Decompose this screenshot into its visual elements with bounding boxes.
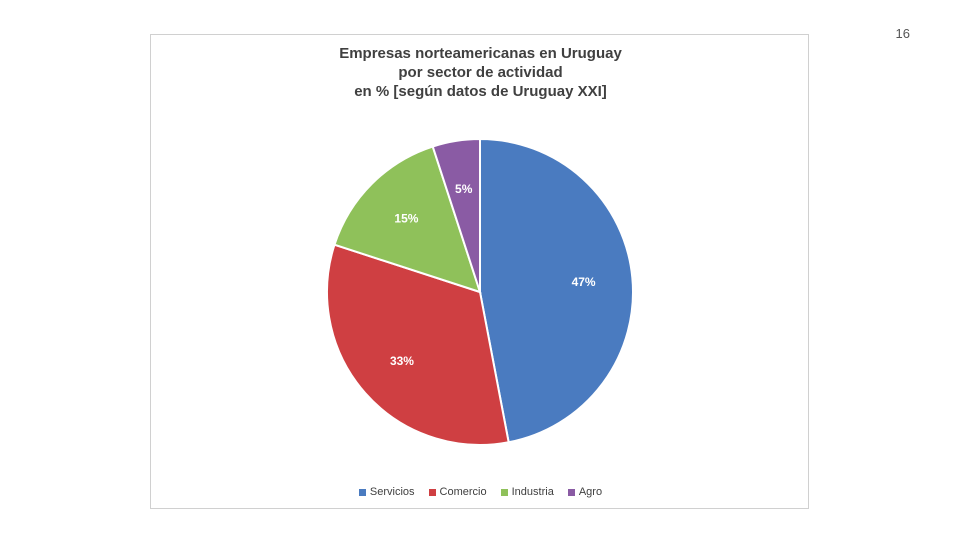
- legend-item-comercio: Comercio: [428, 486, 487, 498]
- legend-swatch-comercio: [428, 488, 436, 496]
- data-label-industria: 15%: [394, 211, 418, 225]
- legend-item-servicios: Servicios: [358, 486, 415, 498]
- legend-swatch-servicios: [358, 488, 366, 496]
- legend-label-comercio: Comercio: [439, 486, 487, 498]
- chart-area: Empresas norteamericanas en Uruguay por …: [150, 34, 809, 509]
- pie-chart: 47% 33% 15% 5%: [326, 137, 634, 446]
- legend-swatch-industria: [500, 488, 508, 496]
- legend-label-industria: Industria: [511, 486, 554, 498]
- legend-label-servicios: Servicios: [369, 486, 415, 498]
- chart-legend: Servicios Comercio Industria Agro: [151, 486, 810, 498]
- pie-slice-agro: [431, 137, 481, 293]
- data-label-servicios: 47%: [572, 275, 596, 289]
- data-label-comercio: 33%: [390, 354, 414, 368]
- chart-title-line-2: por sector de actividad: [398, 64, 563, 81]
- legend-item-agro: Agro: [567, 486, 603, 498]
- chart-title-line-3: en % [según datos de Uruguay XXI]: [354, 83, 607, 100]
- pie-slice-servicios: [479, 137, 634, 444]
- data-label-agro: 5%: [455, 182, 473, 196]
- legend-item-industria: Industria: [500, 486, 554, 498]
- chart-title: Empresas norteamericanas en Uruguay por …: [151, 44, 810, 101]
- page-number: 16: [895, 26, 910, 41]
- legend-swatch-agro: [567, 488, 575, 496]
- pie-slice-comercio: [326, 243, 510, 446]
- chart-title-line-1: Empresas norteamericanas en Uruguay: [339, 45, 622, 62]
- legend-label-agro: Agro: [578, 486, 603, 498]
